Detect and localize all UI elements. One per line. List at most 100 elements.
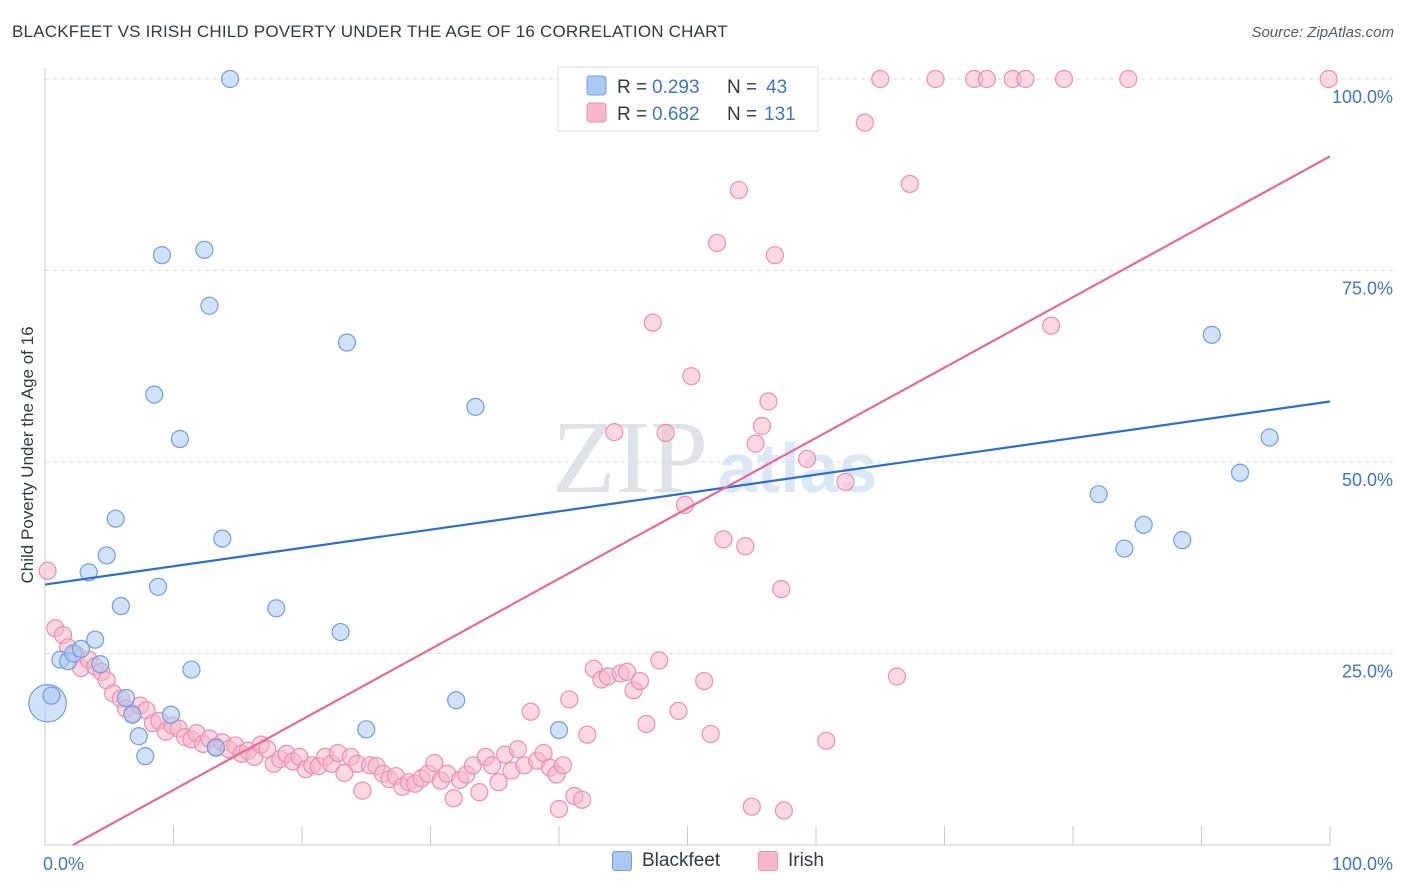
point-irish	[1319, 69, 1338, 89]
point-blackfeet	[337, 333, 357, 352]
bottom-legend: Blackfeet Irish	[0, 850, 1406, 880]
point-irish	[353, 781, 372, 800]
y-tick-label: 75.0%	[1342, 279, 1393, 299]
point-blackfeet	[111, 596, 130, 616]
y-tick-label: 50.0%	[1342, 470, 1393, 490]
point-irish	[521, 702, 540, 721]
point-irish	[797, 449, 817, 469]
point-blackfeet	[447, 691, 466, 710]
point-blackfeet	[152, 246, 172, 265]
point-irish	[900, 174, 919, 194]
point-irish	[549, 799, 569, 819]
point-blackfeet	[1202, 325, 1221, 344]
bottom-legend-swatch-blackfeet	[612, 851, 632, 871]
bottom-legend-label-irish: Irish	[788, 850, 824, 871]
point-blackfeet	[213, 529, 232, 548]
point-irish	[836, 472, 855, 492]
point-irish	[855, 113, 874, 132]
legend-r-label-irish: R =	[617, 104, 647, 125]
point-irish	[630, 671, 650, 691]
point-blackfeet	[116, 688, 136, 708]
x-tick-labels: 0.0% 100.0%	[43, 854, 1393, 874]
point-irish	[759, 392, 778, 411]
trendline-irish	[72, 155, 1331, 846]
point-irish	[618, 662, 637, 681]
watermark-zip: ZIP	[552, 400, 708, 515]
point-blackfeet	[129, 727, 148, 746]
point-irish	[707, 233, 727, 253]
point-irish	[669, 701, 688, 721]
point-irish	[871, 69, 890, 89]
point-blackfeet	[1260, 428, 1279, 447]
point-blackfeet	[549, 720, 569, 740]
source-label: Source: ZipAtlas.com	[1251, 24, 1394, 41]
point-blackfeet	[91, 655, 110, 674]
legend-r-value-blackfeet: 0.293	[652, 77, 700, 98]
point-irish	[1054, 69, 1074, 89]
point-blackfeet	[170, 429, 190, 449]
legend: R = 0.293 N = 43 R = 0.682 N = 131	[557, 66, 819, 132]
gridlines	[45, 78, 1395, 654]
point-irish	[701, 724, 720, 744]
point-blackfeet	[1134, 515, 1153, 534]
point-irish	[1119, 69, 1138, 89]
point-blackfeet	[357, 720, 376, 739]
point-irish	[1016, 69, 1035, 89]
watermark-atlas: atlas	[718, 429, 878, 507]
point-irish	[508, 740, 527, 759]
point-irish	[643, 313, 662, 332]
legend-n-label-blackfeet: N =	[727, 77, 757, 98]
y-axis-label: Child Poverty Under the Age of 16	[18, 326, 37, 583]
point-irish	[38, 561, 57, 580]
point-blackfeet	[71, 639, 91, 659]
point-irish	[637, 714, 656, 734]
bottom-legend-label-blackfeet: Blackfeet	[642, 850, 721, 871]
point-blackfeet	[267, 599, 286, 618]
point-irish	[774, 801, 793, 820]
y-tick-labels: 25.0% 50.0% 75.0% 100.0%	[1332, 87, 1393, 682]
point-irish	[765, 246, 784, 265]
point-irish	[335, 763, 354, 783]
trendlines	[44, 155, 1331, 846]
series-irish	[38, 69, 1338, 820]
point-blackfeet	[331, 622, 350, 642]
point-blackfeet	[206, 738, 226, 757]
point-blackfeet	[161, 705, 181, 724]
series-blackfeet	[28, 69, 1279, 766]
x-tick-label: 0.0%	[43, 854, 84, 874]
point-irish	[887, 667, 907, 686]
point-irish	[463, 756, 483, 775]
point-irish	[926, 69, 945, 89]
legend-n-label-irish: N =	[727, 104, 757, 125]
point-irish	[605, 423, 624, 442]
legend-n-value-irish: 131	[764, 104, 796, 125]
legend-r-value-irish: 0.682	[652, 104, 700, 125]
watermark: ZIP atlas	[552, 400, 878, 515]
chart-title: BLACKFEET VS IRISH CHILD POVERTY UNDER T…	[12, 22, 728, 41]
point-irish	[425, 753, 444, 773]
point-irish	[573, 790, 592, 809]
point-blackfeet	[195, 240, 214, 259]
point-irish	[977, 69, 997, 89]
legend-swatch-irish	[586, 102, 607, 123]
x-tick-label: 100.0%	[1332, 854, 1393, 874]
point-irish	[578, 725, 597, 744]
legend-swatch-blackfeet	[586, 75, 607, 96]
point-blackfeet	[1089, 485, 1108, 504]
bottom-legend-swatch-irish	[758, 851, 778, 871]
point-irish	[714, 530, 733, 549]
point-blackfeet	[145, 385, 164, 404]
point-irish	[746, 434, 765, 453]
legend-n-value-blackfeet: 43	[766, 77, 787, 98]
point-blackfeet	[79, 563, 98, 582]
bottom-legend-irish[interactable]: Irish	[758, 850, 824, 872]
point-irish	[772, 580, 791, 599]
point-irish	[1042, 316, 1061, 335]
point-blackfeet	[86, 630, 105, 649]
point-irish	[656, 423, 675, 442]
point-irish	[682, 367, 701, 386]
point-irish	[560, 690, 579, 709]
bottom-legend-blackfeet[interactable]: Blackfeet	[612, 850, 720, 872]
point-irish	[483, 756, 502, 775]
